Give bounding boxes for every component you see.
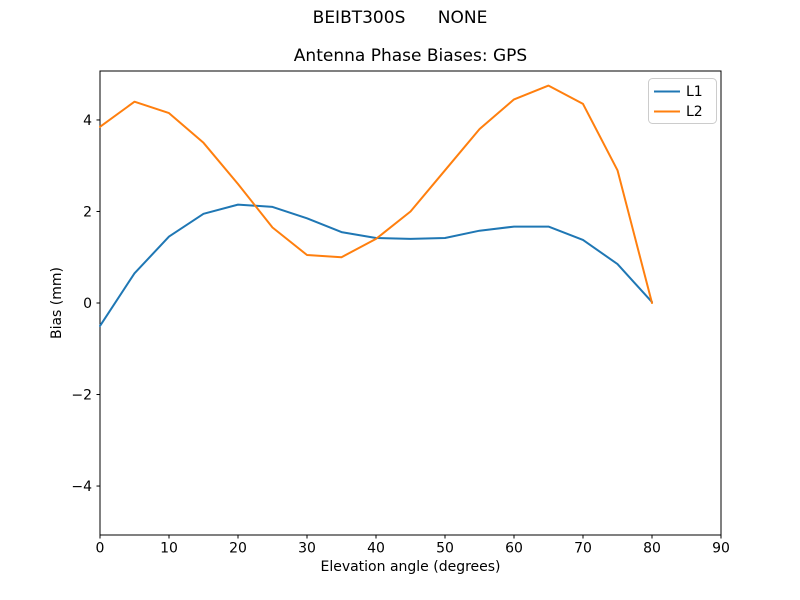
- plot-area-border: [99, 70, 722, 536]
- x-axis-ticks: 0 10 20 30 40 50 60 70 80 90: [96, 535, 730, 557]
- x-tick-label: 80: [643, 541, 661, 557]
- y-tick-label: 0: [83, 296, 92, 312]
- x-tick-label: 70: [574, 541, 592, 557]
- x-tick-label: 0: [96, 541, 105, 557]
- line-l1: [99, 203, 653, 327]
- x-tick-label: 20: [229, 541, 247, 557]
- x-tick-label: 60: [505, 541, 523, 557]
- x-tick-label: 40: [367, 541, 385, 557]
- x-tick-label: 50: [436, 541, 454, 557]
- x-tick-label: 90: [712, 541, 730, 557]
- data-series: [99, 84, 653, 327]
- y-axis-label: Bias (mm): [49, 266, 65, 340]
- legend-label-l1: L1: [686, 84, 703, 100]
- y-tick-label: −2: [71, 388, 92, 404]
- figure-title: BEIBT300S NONE: [312, 8, 488, 28]
- chart-title: Antenna Phase Biases: GPS: [293, 46, 528, 66]
- y-tick-label: 4: [83, 113, 92, 129]
- x-axis-label: Elevation angle (degrees): [320, 559, 501, 575]
- line-l2: [99, 84, 653, 304]
- x-tick-label: 10: [160, 541, 178, 557]
- legend-label-l2: L2: [686, 104, 703, 120]
- legend-box: [648, 78, 717, 124]
- y-axis-ticks: −4 −2 0 2 4: [71, 113, 100, 495]
- x-tick-label: 30: [298, 541, 316, 557]
- y-tick-label: 2: [83, 204, 92, 220]
- legend: L1 L2: [648, 78, 717, 124]
- y-tick-label: −4: [71, 479, 92, 495]
